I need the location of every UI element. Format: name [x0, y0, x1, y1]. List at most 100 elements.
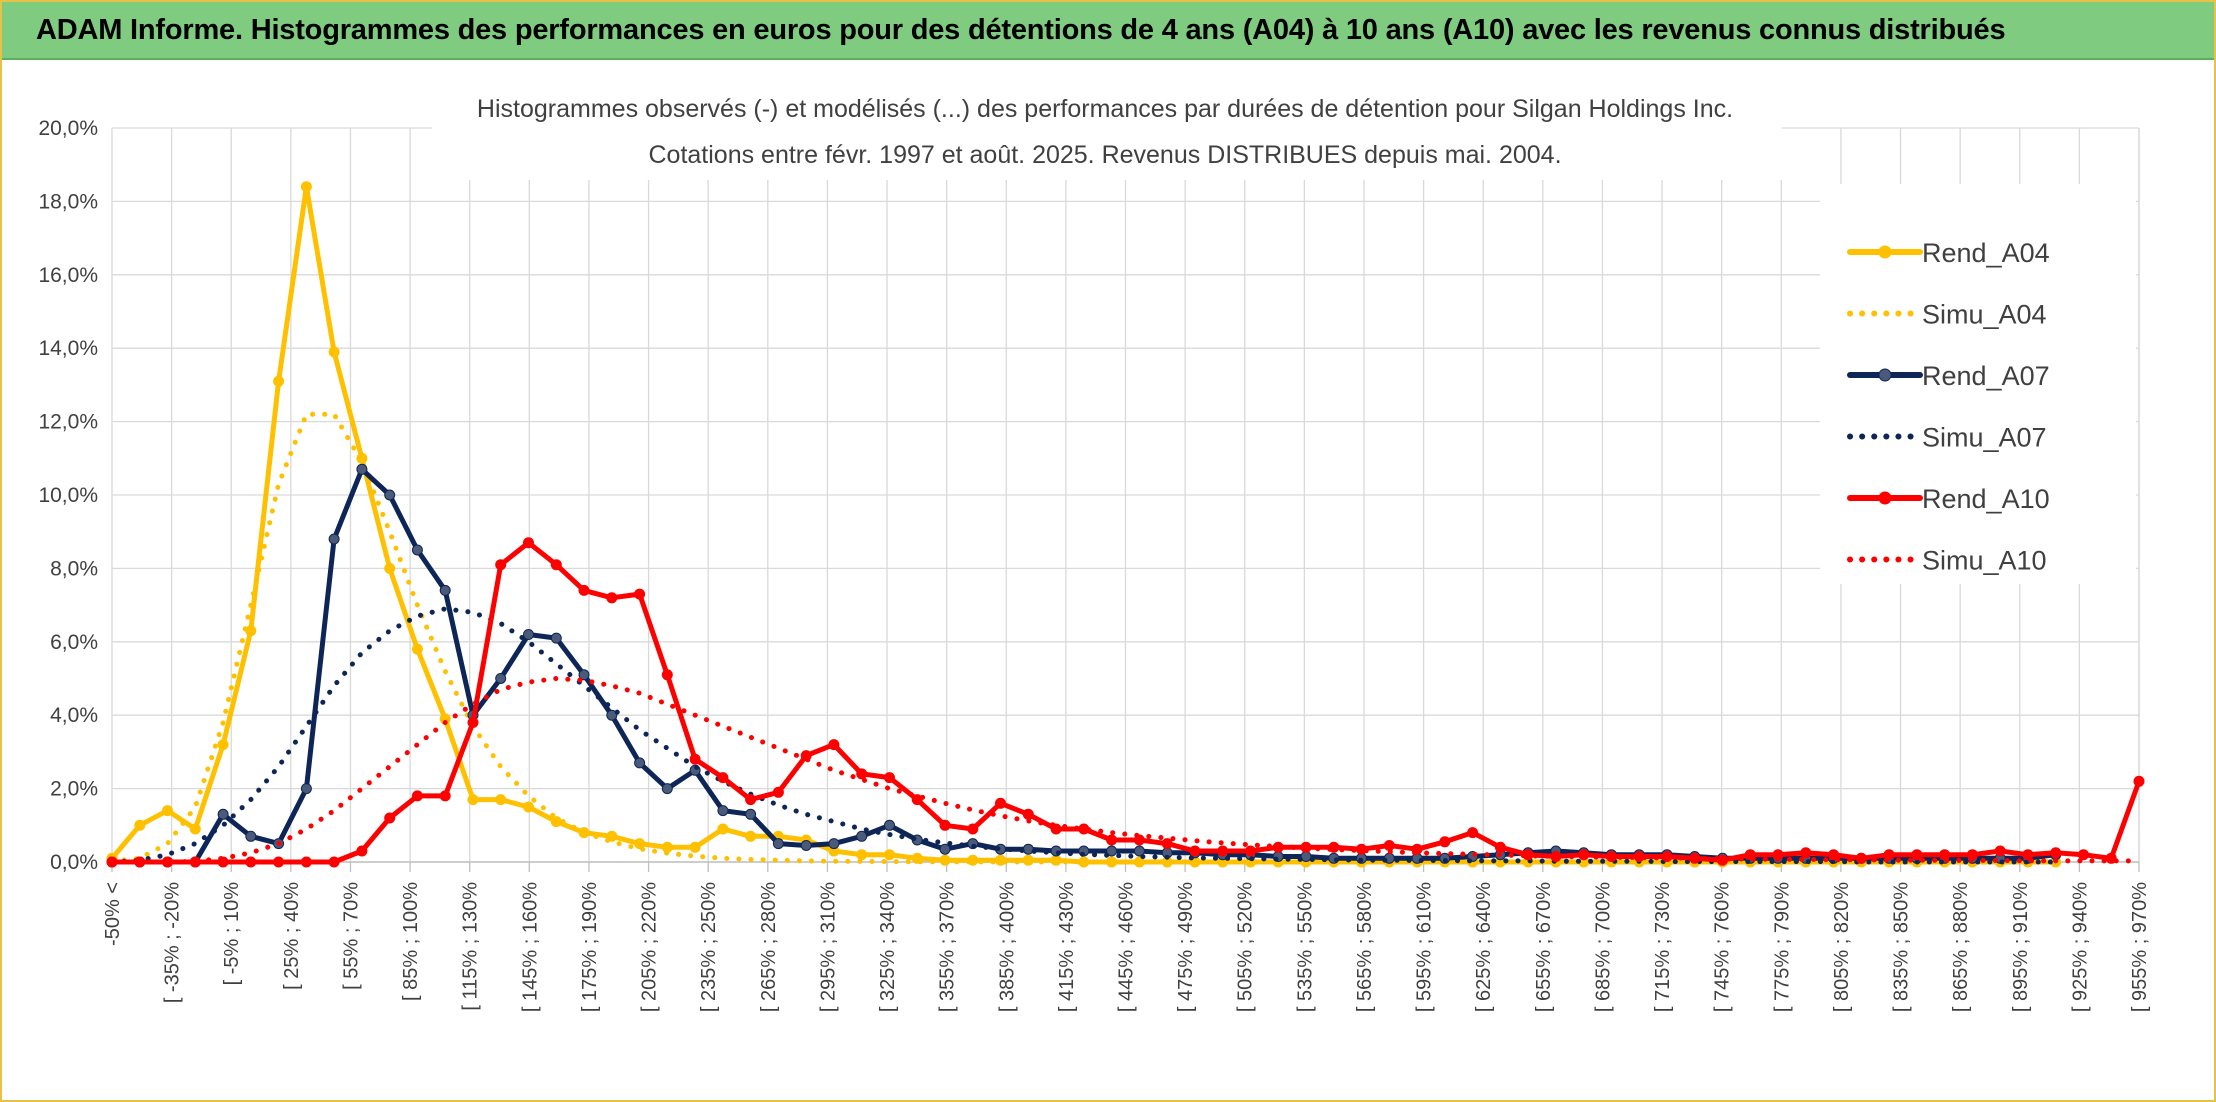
series-line-rend-a07 [109, 466, 2059, 865]
y-tick-label: 20,0% [38, 117, 98, 140]
x-tick-label: [ 595% ; 610% [1414, 882, 1436, 1012]
y-tick-label: 2,0% [50, 778, 98, 801]
data-point [1439, 836, 1451, 848]
data-point [745, 808, 757, 820]
data-point [1106, 834, 1118, 846]
x-tick-label: [ 895% ; 910% [2010, 882, 2032, 1012]
data-point [467, 717, 479, 728]
data-point [189, 823, 201, 835]
legend-item-simu-a10: Simu_A10 [1847, 546, 2047, 576]
data-point [1106, 845, 1118, 857]
x-tick-label: [ 925% ; 940% [2069, 882, 2091, 1012]
data-point [411, 643, 423, 655]
x-tick-label: [ 55% ; 70% [340, 882, 362, 990]
x-tick-label: [ 715% ; 730% [1652, 882, 1674, 1012]
data-point [661, 669, 673, 681]
data-point [245, 856, 257, 868]
legend-item-simu-a07: Simu_A07 [1847, 423, 2047, 453]
x-tick-label: [ 685% ; 700% [1592, 882, 1614, 1012]
data-point [356, 463, 368, 475]
data-point [411, 790, 423, 802]
x-tick-label: [ 805% ; 820% [1831, 882, 1853, 1012]
x-tick-label: [ 955% ; 970% [2129, 882, 2151, 1012]
data-point [2050, 847, 2062, 859]
series-points-rend-a04 [106, 181, 2062, 868]
data-point [245, 830, 257, 842]
x-tick-label: [ 25% ; 40% [281, 882, 303, 990]
data-point [856, 849, 868, 861]
legend-label: Simu_A10 [1922, 546, 2047, 576]
data-point [2133, 775, 2145, 787]
y-tick-label: 10,0% [38, 484, 98, 507]
data-point [689, 841, 701, 853]
data-point [495, 673, 507, 684]
legend-marker [1878, 368, 1892, 382]
data-point [384, 812, 396, 824]
data-point [384, 489, 396, 501]
data-point [717, 805, 729, 817]
data-point [356, 845, 368, 857]
legend-label: Rend_A07 [1922, 361, 2050, 391]
x-tick-label: [ 535% ; 550% [1294, 882, 1316, 1012]
legend-item-rend-a07: Rend_A07 [1847, 361, 2050, 391]
data-point [661, 783, 673, 795]
data-point [300, 856, 312, 868]
chart-subtitle: Cotations entre févr. 1997 et août. 2025… [648, 141, 1561, 169]
x-tick-label: [ 235% ; 250% [698, 882, 720, 1012]
data-point [1245, 845, 1256, 857]
data-point [300, 181, 312, 193]
legend-marker [1878, 491, 1892, 505]
series-line-simu-a10 [109, 676, 2142, 865]
data-point [995, 797, 1006, 809]
x-tick-label: [ -35% ; -20% [162, 882, 184, 1003]
data-point [800, 840, 812, 851]
data-point [634, 838, 646, 850]
x-tick-label: [ 445% ; 460% [1116, 882, 1138, 1012]
data-point [578, 669, 590, 681]
data-point [134, 819, 146, 831]
y-tick-label: 12,0% [38, 411, 98, 434]
data-point [967, 823, 979, 835]
data-point [1966, 849, 1978, 861]
data-point [717, 823, 729, 835]
x-tick-label: [ 625% ; 640% [1473, 882, 1495, 1012]
data-point [384, 562, 396, 574]
legend-label: Rend_A10 [1922, 484, 2050, 514]
series-layer [106, 181, 2145, 868]
legend-label: Rend_A04 [1922, 238, 2050, 268]
data-point [578, 584, 590, 596]
legend-item-simu-a04: Simu_A04 [1847, 300, 2047, 330]
data-point [856, 830, 868, 842]
y-tick-label: 16,0% [38, 264, 98, 287]
series-line-simu-a04 [109, 411, 2059, 865]
data-point [689, 753, 701, 765]
legend-item-rend-a10: Rend_A10 [1847, 484, 2050, 514]
data-point [884, 772, 895, 784]
data-point [939, 843, 951, 855]
data-point [1189, 845, 1201, 857]
data-point [772, 838, 784, 850]
data-point [439, 790, 451, 802]
data-point [606, 709, 618, 721]
data-point [273, 375, 285, 387]
data-point [300, 783, 312, 795]
x-tick-label: [ 835% ; 850% [1891, 882, 1913, 1012]
data-point [523, 801, 534, 813]
data-point [1022, 808, 1034, 820]
x-tick-label: [ 655% ; 670% [1533, 882, 1555, 1012]
data-point [745, 830, 757, 842]
data-point [2078, 849, 2089, 861]
chart-title-background [432, 82, 1782, 180]
y-tick-label: 14,0% [38, 337, 98, 360]
x-tick-label: [ 865% ; 880% [1950, 882, 1972, 1012]
data-point [1883, 849, 1895, 861]
data-point [1911, 849, 1923, 861]
data-point [1494, 841, 1506, 853]
data-point [634, 588, 646, 600]
data-point [884, 849, 895, 861]
report-banner: ADAM Informe. Histogrammes des performan… [2, 2, 2214, 60]
x-tick-label: [ 295% ; 310% [817, 882, 839, 1012]
legend-label: Simu_A07 [1922, 423, 2047, 453]
data-point [523, 629, 534, 640]
